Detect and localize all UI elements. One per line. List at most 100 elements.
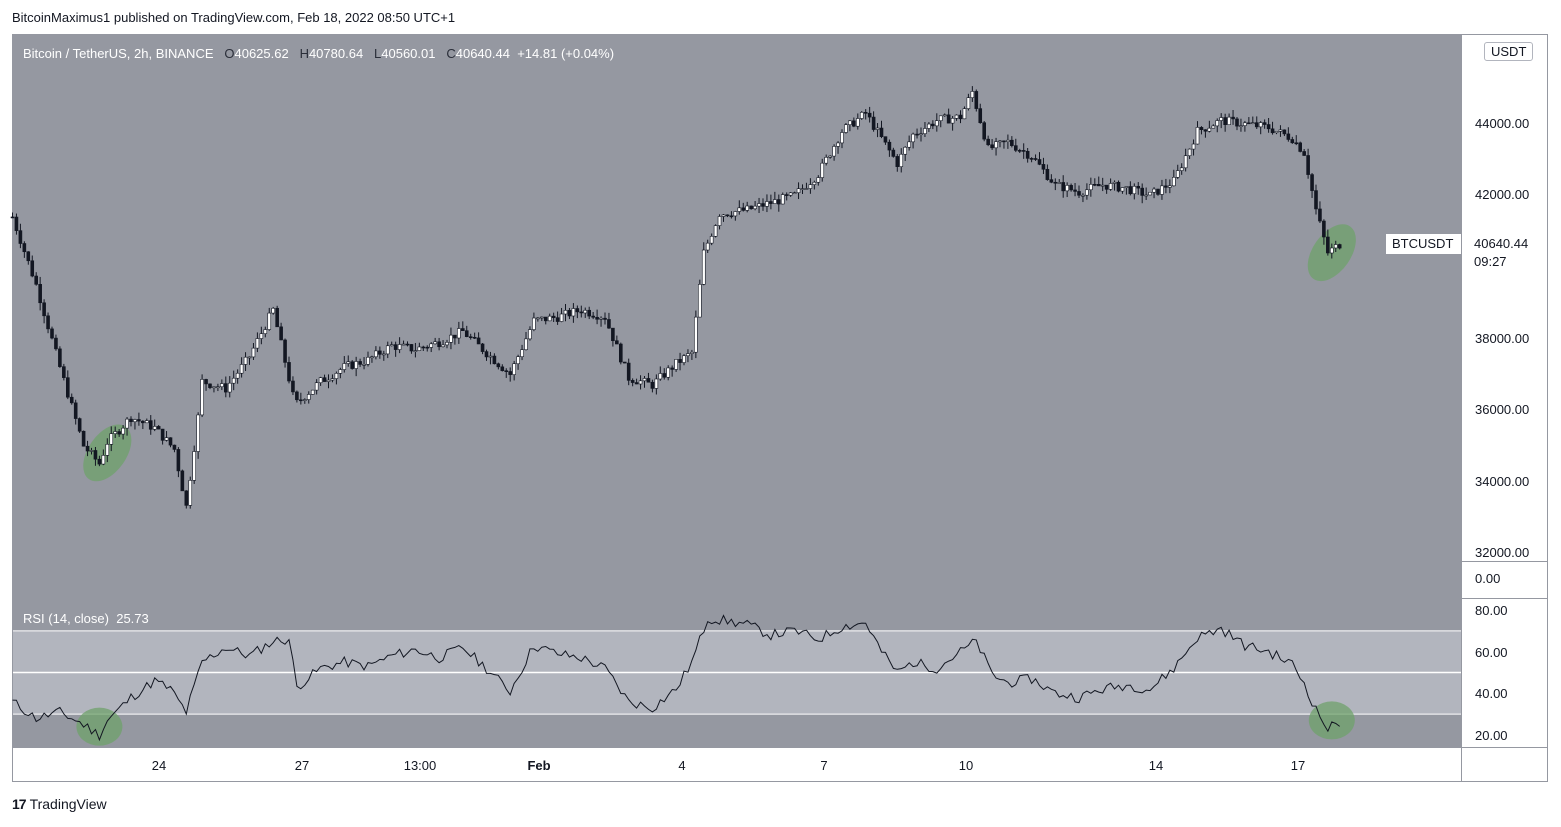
- candle-body: [468, 336, 473, 338]
- candle-body: [654, 378, 659, 389]
- candle-body: [148, 420, 153, 430]
- candle-body: [966, 97, 971, 109]
- candle-body: [1239, 125, 1243, 127]
- candle-body: [836, 142, 840, 147]
- candle-body: [85, 445, 90, 452]
- price-pane[interactable]: [13, 35, 1461, 561]
- candle-body: [765, 201, 769, 207]
- candle-body: [409, 344, 414, 352]
- candle-body: [188, 480, 193, 506]
- candle-body: [413, 350, 418, 352]
- candle-body: [642, 378, 647, 382]
- candle-body: [990, 144, 994, 149]
- candle-body: [946, 114, 951, 124]
- legend-low-label: L: [374, 46, 382, 61]
- candle-body: [441, 344, 445, 348]
- candle-body: [1223, 117, 1227, 125]
- candle-body: [670, 367, 674, 370]
- candle-body: [1089, 184, 1093, 191]
- candle-body: [816, 177, 821, 183]
- pane-separator[interactable]: [13, 561, 1547, 562]
- candle-body: [421, 346, 426, 349]
- candle-body: [299, 399, 303, 402]
- candle-body: [666, 367, 671, 378]
- tradingview-brand[interactable]: 17 TradingView: [12, 796, 107, 812]
- candle-body: [737, 207, 742, 212]
- candle-body: [852, 120, 856, 127]
- candle-body: [302, 399, 307, 401]
- candle-body: [1318, 208, 1322, 222]
- candle-body: [109, 433, 114, 445]
- time-tick-label: 13:00: [403, 758, 437, 773]
- candle-body: [476, 337, 481, 345]
- legend-open: 40625.62: [234, 46, 289, 61]
- candle-body: [911, 133, 915, 143]
- candle-body: [1116, 181, 1121, 192]
- candle-body: [342, 363, 347, 370]
- candle-body: [1037, 159, 1042, 165]
- price-tick-label: 44000.00: [1475, 116, 1530, 131]
- candle-body: [982, 122, 987, 140]
- price-tick-label: 34000.00: [1475, 474, 1530, 489]
- time-axis-separator: [13, 747, 1547, 748]
- candle-body: [863, 112, 868, 114]
- candle-body: [883, 136, 888, 143]
- currency-button[interactable]: USDT: [1484, 42, 1534, 61]
- time-tick-label: 17: [1290, 758, 1306, 773]
- candle-body: [1096, 184, 1101, 187]
- candle-body: [208, 383, 212, 388]
- candle-body: [512, 363, 516, 375]
- candle-body: [1270, 128, 1275, 134]
- candle-body: [840, 132, 844, 144]
- time-tick-label: 7: [820, 758, 828, 773]
- candle-body: [73, 402, 78, 419]
- candle-body: [757, 203, 761, 207]
- time-axis[interactable]: [13, 748, 1461, 781]
- candle-body: [741, 207, 746, 211]
- candle-body: [1164, 185, 1168, 188]
- candle-body: [792, 192, 797, 195]
- time-tick-label: 24: [151, 758, 167, 773]
- candle-body: [310, 389, 315, 395]
- candle-body: [583, 309, 588, 314]
- candle-body: [1002, 140, 1006, 143]
- candle-body: [678, 359, 682, 363]
- candle-body: [694, 316, 698, 353]
- candle-body: [543, 316, 548, 322]
- candle-body: [97, 458, 102, 465]
- candle-body: [658, 373, 663, 380]
- candle-body: [212, 386, 216, 389]
- candle-body: [251, 347, 256, 358]
- candle-body: [1262, 122, 1267, 125]
- candle-body: [1148, 191, 1152, 196]
- candle-body: [46, 315, 50, 330]
- candle-body: [690, 351, 694, 354]
- candle-body: [38, 284, 42, 304]
- candle-body: [634, 382, 639, 385]
- candle-body: [449, 334, 453, 343]
- publisher-caption: BitcoinMaximus1 published on TradingView…: [12, 10, 456, 25]
- candle-body: [247, 356, 252, 359]
- candle-body: [62, 366, 66, 378]
- candle-body: [516, 356, 520, 365]
- candle-body: [77, 418, 82, 432]
- candle-body: [464, 330, 469, 337]
- candle-body: [970, 91, 975, 98]
- candle-body: [745, 205, 750, 211]
- candle-body: [709, 236, 714, 244]
- time-tick-label: 27: [294, 758, 310, 773]
- pane-separator[interactable]: [13, 598, 1547, 599]
- candle-body: [93, 450, 98, 460]
- candle-body: [879, 127, 884, 137]
- candle-body: [915, 133, 919, 136]
- candle-body: [705, 242, 710, 251]
- candle-body: [18, 230, 23, 244]
- candle-body: [524, 338, 528, 351]
- candle-body: [1231, 116, 1235, 120]
- candle-body: [283, 339, 287, 363]
- candle-body: [381, 353, 386, 356]
- candle-body: [674, 359, 678, 370]
- price-scale[interactable]: [1462, 35, 1547, 747]
- candle-body: [721, 214, 726, 217]
- brand-name: TradingView: [29, 796, 107, 812]
